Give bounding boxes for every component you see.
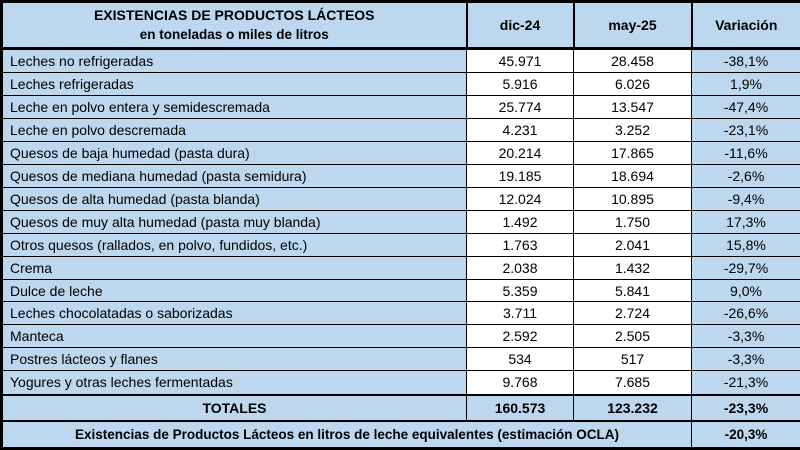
product-name: Dulce de leche bbox=[1, 278, 467, 303]
dic24-value: 2.592 bbox=[466, 324, 574, 349]
may25-value: 1.750 bbox=[573, 209, 692, 234]
dic24-value: 1.492 bbox=[466, 209, 574, 234]
dic24-value: 3.711 bbox=[466, 301, 574, 326]
product-name: Otros quesos (rallados, en polvo, fundid… bbox=[1, 232, 467, 257]
variation-value: -21,3% bbox=[691, 370, 800, 395]
may25-value: 1.432 bbox=[573, 255, 692, 280]
totals-variation-value: -23,3% bbox=[691, 393, 800, 421]
product-name: Leches chocolatadas o saborizadas bbox=[1, 301, 467, 326]
variation-value: -29,7% bbox=[691, 255, 800, 280]
may25-value: 7.685 bbox=[573, 370, 692, 395]
product-name: Manteca bbox=[1, 324, 467, 349]
table-row: Quesos de mediana humedad (pasta semidur… bbox=[1, 163, 800, 188]
table-row: Leche en polvo descremada 4.231 3.252 -23,1… bbox=[1, 118, 800, 143]
may25-value: 2.724 bbox=[573, 301, 692, 326]
variation-value: -38,1% bbox=[691, 47, 800, 74]
dic24-value: 45.971 bbox=[466, 47, 574, 74]
footer-variation-value: -20,3% bbox=[691, 419, 800, 449]
table-row: Manteca 2.592 2.505 -3,3% bbox=[1, 324, 800, 349]
dic24-value: 5.916 bbox=[466, 72, 574, 97]
totals-row: TOTALES 160.573 123.232 -23,3% bbox=[1, 393, 800, 421]
may25-value: 18.694 bbox=[573, 163, 692, 188]
product-name: Quesos de alta humedad (pasta blanda) bbox=[1, 186, 467, 211]
table-row: Quesos de alta humedad (pasta blanda) 12.… bbox=[1, 186, 800, 211]
may25-value: 6.026 bbox=[573, 72, 692, 97]
product-name: Postres lácteos y flanes bbox=[1, 347, 467, 372]
may25-value: 13.547 bbox=[573, 95, 692, 120]
table-row: Leches no refrigeradas 45.971 28.458 -38,1% bbox=[1, 47, 800, 74]
may25-value: 17.865 bbox=[573, 141, 692, 165]
column-header-may25: may-25 bbox=[572, 0, 693, 50]
column-header-dic24: dic-24 bbox=[465, 0, 575, 50]
variation-value: -23,1% bbox=[691, 118, 800, 143]
variation-value: 17,3% bbox=[691, 209, 800, 234]
product-name: Leche en polvo entera y semidescremada bbox=[1, 95, 467, 120]
table-title-line1: EXISTENCIAS DE PRODUCTOS LÁCTEOS bbox=[93, 7, 375, 24]
table-row: Leche en polvo entera y semidescremada 25… bbox=[1, 95, 800, 120]
column-header-variacion: Variación bbox=[690, 0, 800, 50]
variation-value: -3,3% bbox=[691, 324, 800, 349]
table-row: Quesos de baja humedad (pasta dura) 20.21… bbox=[1, 141, 800, 165]
dic24-value: 534 bbox=[466, 347, 574, 372]
variation-value: -3,3% bbox=[691, 347, 800, 372]
dic24-value: 19.185 bbox=[466, 163, 574, 188]
dic24-value: 25.774 bbox=[466, 95, 574, 120]
table-title-line2: en toneladas o miles de litros bbox=[139, 27, 329, 43]
may25-value: 3.252 bbox=[573, 118, 692, 143]
may25-value: 10.895 bbox=[573, 186, 692, 211]
table-row: Otros quesos (rallados, en polvo, fundid… bbox=[1, 232, 800, 257]
header-row: EXISTENCIAS DE PRODUCTOS LÁCTEOS en tone… bbox=[0, 0, 800, 50]
dic24-value: 9.768 bbox=[466, 370, 574, 395]
variation-value: 9,0% bbox=[691, 278, 800, 303]
footer-row: Existencias de Productos Lácteos en litr… bbox=[1, 419, 800, 449]
product-name: Leches refrigeradas bbox=[1, 72, 467, 97]
product-name: Quesos de muy alta humedad (pasta muy bl… bbox=[1, 209, 467, 234]
table-row: Leches refrigeradas 5.916 6.026 1,9% bbox=[1, 72, 800, 97]
table-row: Postres lácteos y flanes 534 517 -3,3% bbox=[1, 347, 800, 372]
dic24-value: 4.231 bbox=[466, 118, 574, 143]
may25-value: 28.458 bbox=[573, 47, 692, 74]
dic24-value: 5.359 bbox=[466, 278, 574, 303]
table-title: EXISTENCIAS DE PRODUCTOS LÁCTEOS en tone… bbox=[0, 0, 468, 50]
product-name: Quesos de mediana humedad (pasta semidur… bbox=[1, 163, 467, 188]
totals-dic24-value: 160.573 bbox=[466, 393, 574, 421]
table-row: Dulce de leche 5.359 5.841 9,0% bbox=[1, 278, 800, 303]
variation-value: 15,8% bbox=[691, 232, 800, 257]
may25-value: 2.505 bbox=[573, 324, 692, 349]
table-row: Crema 2.038 1.432 -29,7% bbox=[1, 255, 800, 280]
may25-value: 2.041 bbox=[573, 232, 692, 257]
variation-value: -11,6% bbox=[691, 141, 800, 165]
dic24-value: 1.763 bbox=[466, 232, 574, 257]
variation-value: -9,4% bbox=[691, 186, 800, 211]
table-row: Leches chocolatadas o saborizadas 3.711 2.… bbox=[1, 301, 800, 326]
product-name: Yogures y otras leches fermentadas bbox=[1, 370, 467, 395]
footer-label: Existencias de Productos Lácteos en litr… bbox=[1, 419, 692, 449]
dic24-value: 20.214 bbox=[466, 141, 574, 165]
variation-value: -47,4% bbox=[691, 95, 800, 120]
product-name: Quesos de baja humedad (pasta dura) bbox=[1, 141, 467, 165]
variation-value: -2,6% bbox=[691, 163, 800, 188]
product-name: Leches no refrigeradas bbox=[1, 47, 467, 74]
may25-value: 517 bbox=[573, 347, 692, 372]
dic24-value: 2.038 bbox=[466, 255, 574, 280]
table-row: Quesos de muy alta humedad (pasta muy bl… bbox=[1, 209, 800, 234]
product-name: Crema bbox=[1, 255, 467, 280]
dic24-value: 12.024 bbox=[466, 186, 574, 211]
product-name: Leche en polvo descremada bbox=[1, 118, 467, 143]
variation-value: -26,6% bbox=[691, 301, 800, 326]
totals-may25-value: 123.232 bbox=[573, 393, 692, 421]
totals-label: TOTALES bbox=[1, 393, 467, 421]
variation-value: 1,9% bbox=[691, 72, 800, 97]
table-row: Yogures y otras leches fermentadas 9.768 7… bbox=[1, 370, 800, 395]
table-body: Leches no refrigeradas 45.971 28.458 -38,1%… bbox=[1, 47, 800, 395]
may25-value: 5.841 bbox=[573, 278, 692, 303]
